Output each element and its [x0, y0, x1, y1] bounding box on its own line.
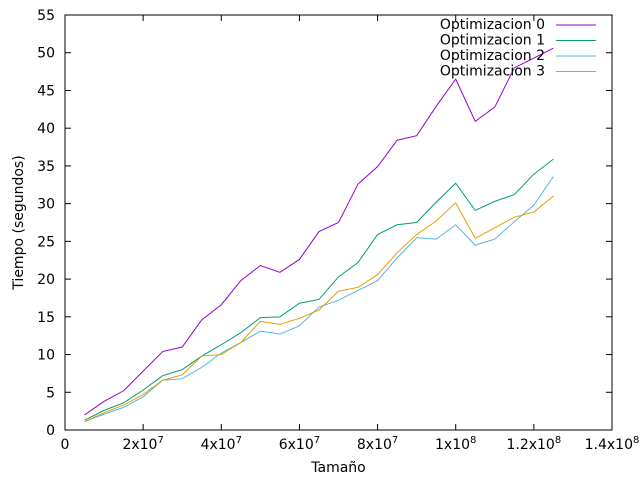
y-axis-title: Tiempo (segundos): [11, 155, 27, 290]
y-tick-label: 40: [37, 121, 55, 137]
series-line-0: [84, 47, 554, 416]
x-tick-label: 1x108: [435, 435, 476, 453]
series-layer: [84, 47, 554, 423]
series-line-3: [84, 195, 554, 423]
y-tick-label: 25: [37, 234, 55, 250]
ticks-layer: [64, 14, 613, 431]
series-line-1: [84, 158, 554, 421]
y-tick-label: 20: [37, 272, 55, 288]
legend-label-1: Optimizacion 1: [440, 33, 545, 49]
legend-label-0: Optimizacion 0: [440, 17, 545, 33]
y-tick-label: 10: [37, 348, 55, 364]
y-tick-label: 55: [37, 8, 55, 24]
tick-labels: 0 5 10 15 20 25 30 35 40 45 50 55 0 2x107 4x107 6x107 8x…: [37, 8, 639, 453]
y-tick-label: 35: [37, 159, 55, 175]
y-tick-label: 30: [37, 197, 55, 213]
y-tick-label: 15: [37, 310, 55, 326]
y-tick-label: 0: [46, 423, 55, 439]
x-tick-label: 8x107: [357, 435, 398, 453]
x-tick-label: 2x107: [122, 435, 163, 453]
y-tick-label: 5: [46, 385, 55, 401]
y-tick-label: 45: [37, 83, 55, 99]
x-tick-label: 1.4x108: [585, 435, 640, 453]
x-axis-title: Tamaño: [310, 460, 365, 476]
y-tick-label: 50: [37, 46, 55, 62]
x-tick-label: 6x107: [279, 435, 320, 453]
x-tick-label: 4x107: [201, 435, 242, 453]
x-tick-label: 0: [61, 437, 70, 453]
x-tick-label: 1.2x108: [506, 435, 561, 453]
legend-label-3: Optimizacion 3: [440, 64, 545, 80]
legend-label-2: Optimizacion 2: [440, 48, 545, 64]
plot-frame: [64, 14, 613, 431]
